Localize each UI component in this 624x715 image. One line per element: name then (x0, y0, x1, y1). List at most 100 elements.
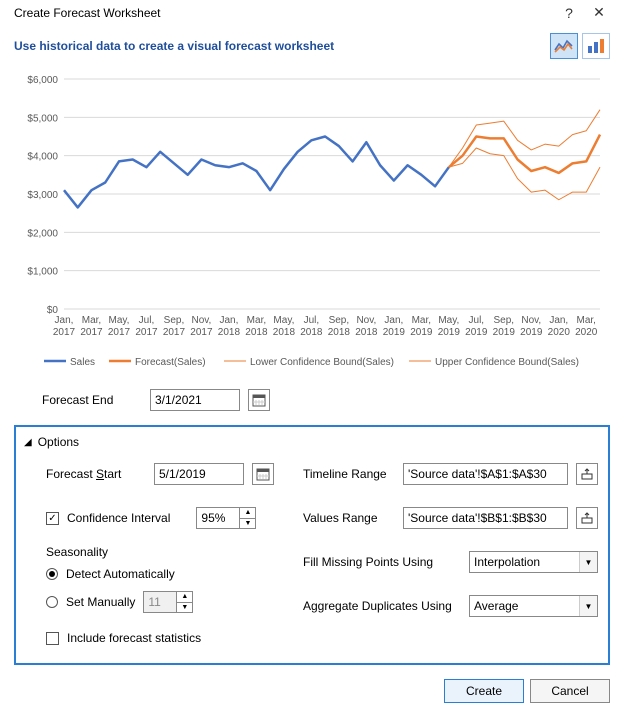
options-panel: ◢ Options Forecast Start ✓ Confidence In… (14, 425, 610, 665)
svg-text:$6,000: $6,000 (27, 75, 58, 86)
svg-text:Sep,: Sep, (494, 315, 515, 326)
svg-text:Jul,: Jul, (469, 315, 485, 326)
forecast-chart: $0$1,000$2,000$3,000$4,000$5,000$6,000Ja… (14, 69, 610, 379)
svg-text:Mar,: Mar, (412, 315, 431, 326)
fill-missing-value: Interpolation (474, 555, 540, 569)
svg-text:2018: 2018 (218, 327, 241, 338)
svg-text:$1,000: $1,000 (27, 267, 58, 278)
dropdown-arrow-icon: ▼ (579, 596, 597, 616)
svg-text:Jan,: Jan, (549, 315, 568, 326)
svg-text:2019: 2019 (465, 327, 488, 338)
footer-buttons: Create Cancel (444, 679, 610, 703)
values-range-input[interactable] (403, 507, 568, 529)
seasonality-up-button[interactable]: ▲ (177, 592, 192, 603)
forecast-start-input[interactable] (154, 463, 244, 485)
line-chart-button[interactable] (550, 33, 578, 59)
svg-text:$4,000: $4,000 (27, 152, 58, 163)
svg-text:Forecast(Sales): Forecast(Sales) (135, 357, 206, 368)
confidence-value-input[interactable] (196, 507, 240, 529)
forecast-end-label: Forecast End (42, 393, 142, 407)
svg-text:2017: 2017 (190, 327, 213, 338)
svg-text:2017: 2017 (135, 327, 158, 338)
values-range-ref-button[interactable] (576, 507, 598, 529)
options-toggle[interactable]: ◢ Options (24, 435, 598, 449)
svg-text:2018: 2018 (328, 327, 351, 338)
timeline-range-input[interactable] (403, 463, 568, 485)
seasonality-manual-radio[interactable] (46, 596, 58, 608)
forecast-end-row: Forecast End (0, 379, 624, 425)
svg-text:Sep,: Sep, (164, 315, 185, 326)
svg-text:$3,000: $3,000 (27, 190, 58, 201)
options-left-col: Forecast Start ✓ Confidence Interval ▲▼ … (46, 457, 285, 651)
svg-text:2018: 2018 (300, 327, 323, 338)
confidence-checkbox[interactable]: ✓ (46, 512, 59, 525)
fill-missing-label: Fill Missing Points Using (303, 555, 461, 569)
confidence-spinner[interactable]: ▲▼ (196, 507, 256, 529)
aggregate-label: Aggregate Duplicates Using (303, 599, 461, 613)
svg-text:Nov,: Nov, (356, 315, 376, 326)
seasonality-manual-input (143, 591, 177, 613)
column-chart-button[interactable] (582, 33, 610, 59)
svg-text:Nov,: Nov, (192, 315, 212, 326)
aggregate-select[interactable]: Average ▼ (469, 595, 598, 617)
help-button[interactable]: ? (554, 5, 584, 21)
svg-text:2018: 2018 (245, 327, 268, 338)
include-stats-checkbox[interactable] (46, 632, 59, 645)
svg-text:Jan,: Jan, (384, 315, 403, 326)
values-range-label: Values Range (303, 511, 395, 525)
svg-text:2019: 2019 (383, 327, 406, 338)
svg-text:Sales: Sales (70, 357, 95, 368)
include-stats-label: Include forecast statistics (67, 631, 201, 645)
svg-text:Mar,: Mar, (82, 315, 101, 326)
svg-text:2017: 2017 (53, 327, 76, 338)
fill-missing-select[interactable]: Interpolation ▼ (469, 551, 598, 573)
forecast-end-input[interactable] (150, 389, 240, 411)
svg-text:Jul,: Jul, (304, 315, 320, 326)
svg-text:2019: 2019 (493, 327, 516, 338)
svg-text:Nov,: Nov, (521, 315, 541, 326)
svg-text:Mar,: Mar, (577, 315, 596, 326)
svg-text:Mar,: Mar, (247, 315, 266, 326)
seasonality-label: Seasonality (46, 545, 285, 559)
options-header-label: Options (38, 435, 79, 449)
svg-text:Lower Confidence Bound(Sales): Lower Confidence Bound(Sales) (250, 357, 394, 368)
column-chart-icon (586, 38, 606, 54)
confidence-down-button[interactable]: ▼ (240, 519, 255, 529)
confidence-up-button[interactable]: ▲ (240, 508, 255, 519)
svg-text:Sep,: Sep, (329, 315, 350, 326)
cancel-button[interactable]: Cancel (530, 679, 610, 703)
timeline-range-ref-button[interactable] (576, 463, 598, 485)
forecast-start-calendar-button[interactable] (252, 463, 274, 485)
forecast-end-calendar-button[interactable] (248, 389, 270, 411)
seasonality-manual-label: Set Manually (66, 595, 135, 609)
seasonality-down-button[interactable]: ▼ (177, 603, 192, 613)
confidence-label: Confidence Interval (67, 511, 170, 525)
svg-text:May,: May, (438, 315, 459, 326)
close-button[interactable]: ✕ (584, 4, 614, 21)
collapse-icon: ◢ (24, 437, 32, 448)
svg-text:$2,000: $2,000 (27, 228, 58, 239)
seasonality-auto-radio[interactable] (46, 568, 58, 580)
svg-text:2018: 2018 (273, 327, 296, 338)
forecast-start-label: Forecast Start (46, 467, 146, 481)
svg-text:Jan,: Jan, (55, 315, 74, 326)
seasonality-auto-label: Detect Automatically (66, 567, 175, 581)
title-bar: Create Forecast Worksheet ? ✕ (0, 0, 624, 27)
chart-area: $0$1,000$2,000$3,000$4,000$5,000$6,000Ja… (0, 69, 624, 379)
create-button[interactable]: Create (444, 679, 524, 703)
subtitle-text: Use historical data to create a visual f… (14, 39, 550, 53)
options-right-col: Timeline Range Values Range Fill Missing… (303, 457, 598, 651)
seasonality-manual-spinner[interactable]: ▲▼ (143, 591, 193, 613)
window-title: Create Forecast Worksheet (14, 6, 554, 20)
svg-text:2019: 2019 (438, 327, 461, 338)
timeline-range-label: Timeline Range (303, 467, 395, 481)
dropdown-arrow-icon: ▼ (579, 552, 597, 572)
svg-text:May,: May, (273, 315, 294, 326)
svg-text:2020: 2020 (575, 327, 598, 338)
svg-text:Upper Confidence Bound(Sales): Upper Confidence Bound(Sales) (435, 357, 579, 368)
chart-type-toggle (550, 33, 610, 59)
line-chart-icon (554, 38, 574, 54)
aggregate-value: Average (474, 599, 518, 613)
svg-text:2019: 2019 (410, 327, 433, 338)
svg-text:2019: 2019 (520, 327, 543, 338)
